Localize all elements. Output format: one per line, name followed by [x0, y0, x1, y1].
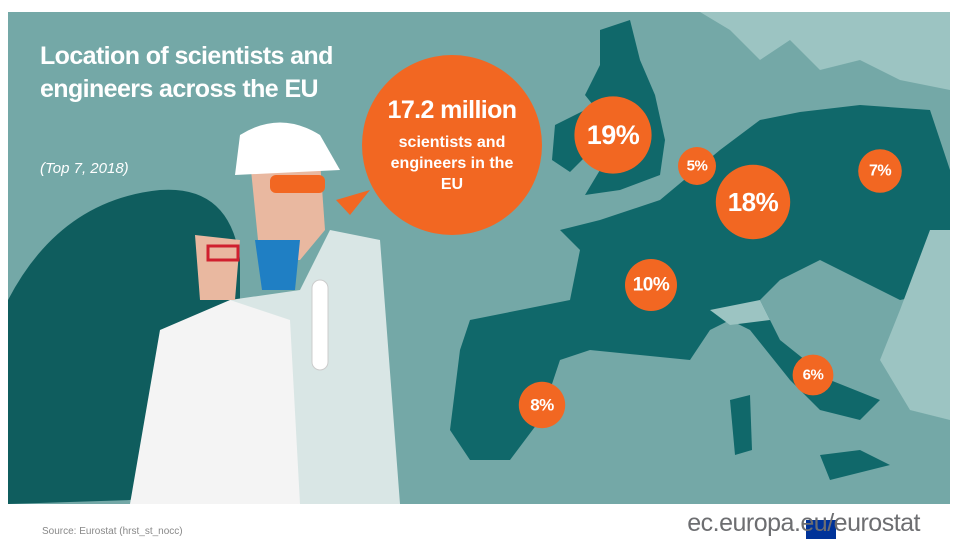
title: Location of scientists and engineers acr…: [40, 42, 333, 103]
sicily: [820, 450, 890, 480]
callout-text: scientists and engineers in the EU: [390, 134, 514, 193]
share-bubble: [715, 164, 791, 240]
callout-bubble: [362, 55, 542, 235]
share-label: 19%: [587, 120, 640, 150]
share-bubble: [858, 149, 902, 193]
coat-woman: [130, 300, 300, 504]
balkans: [880, 230, 950, 420]
callout-pointer: [336, 190, 370, 215]
test-tube: [311, 279, 329, 371]
continent: [450, 105, 950, 460]
share-bubble: [792, 354, 834, 396]
site: ec.europa.eu/eurostat: [687, 509, 920, 537]
glasses: [206, 244, 240, 262]
non-eu-land: [700, 12, 950, 90]
sardinia: [730, 395, 752, 455]
share-label: 6%: [803, 367, 824, 384]
illustration: [8, 122, 400, 504]
share-bubble: [678, 147, 716, 185]
share-label: 10%: [633, 275, 670, 296]
helmet: [235, 122, 340, 175]
share-label: 5%: [687, 158, 708, 175]
shirt: [255, 240, 300, 290]
share-markers: 19% 5% 18% 7% 10% 6% 8%: [518, 96, 902, 429]
goggles: [270, 175, 325, 193]
share-label: 18%: [728, 187, 779, 217]
share-label: 7%: [869, 163, 891, 180]
eu-flag: [806, 520, 836, 539]
face-woman: [195, 235, 240, 300]
subtitle: (Top 7, 2018): [40, 160, 129, 177]
share-bubble: [625, 259, 677, 311]
share-bubble: [518, 381, 566, 429]
switzerland: [710, 300, 770, 325]
callout-headline: 17.2 million: [387, 96, 518, 124]
share-bubble: [574, 96, 652, 174]
source: Source: Eurostat (hrst_st_nocc): [42, 526, 183, 537]
share-label: 8%: [530, 396, 554, 415]
